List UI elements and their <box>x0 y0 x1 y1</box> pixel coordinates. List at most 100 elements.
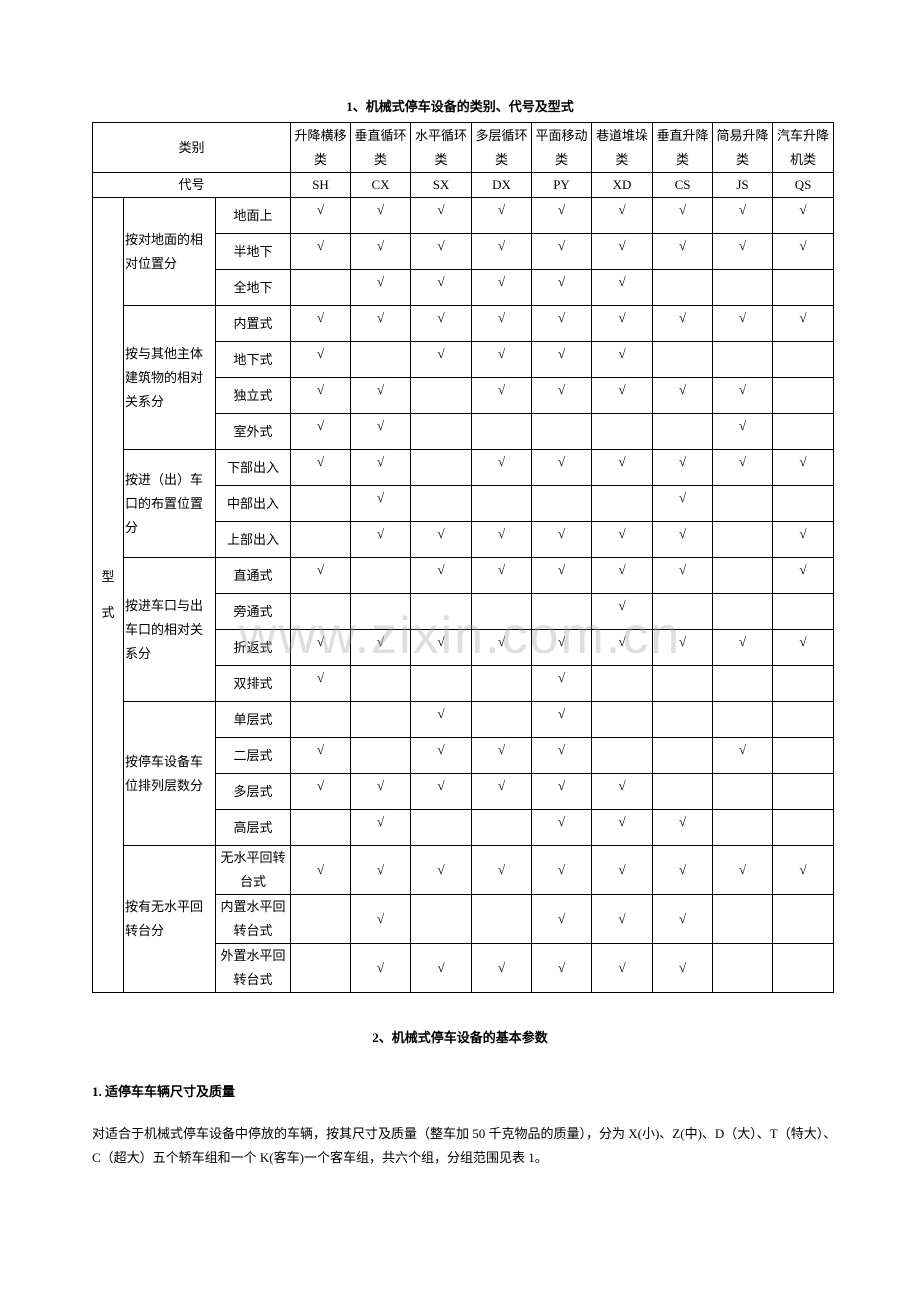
check-mark: √ <box>410 701 473 738</box>
check-mark: √ <box>591 377 654 414</box>
check-mark: √ <box>471 557 533 594</box>
check-mark: √ <box>591 197 654 234</box>
empty-cell <box>290 943 352 993</box>
empty-cell <box>591 665 654 702</box>
empty-cell <box>531 413 593 450</box>
check-mark: √ <box>471 233 533 270</box>
check-mark: √ <box>531 557 593 594</box>
code-row: 代号 SH CX SX DX PY XD CS JS QS <box>91 172 835 198</box>
check-mark: √ <box>591 269 654 306</box>
check-mark: √ <box>652 305 714 342</box>
section2-title: 2、机械式停车设备的基本参数 <box>372 1030 548 1045</box>
empty-cell <box>712 701 774 738</box>
column-name: 升降横移类 <box>290 122 352 173</box>
empty-cell <box>772 485 835 522</box>
table-row: 折返式 √ √ √ √ √ √ √ √ √ <box>93 629 835 666</box>
check-mark: √ <box>591 557 654 594</box>
check-mark: √ <box>712 449 774 486</box>
empty-cell <box>410 809 473 846</box>
row-label: 全地下 <box>214 269 292 306</box>
empty-cell <box>712 485 774 522</box>
empty-cell <box>712 593 774 630</box>
check-mark: √ <box>350 485 412 522</box>
check-mark: √ <box>531 809 593 846</box>
check-mark: √ <box>772 845 835 895</box>
check-mark: √ <box>531 943 593 993</box>
check-mark: √ <box>652 809 714 846</box>
check-mark: √ <box>652 894 714 944</box>
check-mark: √ <box>531 845 593 895</box>
column-name: 巷道堆垛类 <box>591 122 654 173</box>
check-mark: √ <box>591 521 654 558</box>
empty-cell <box>410 894 473 944</box>
empty-cell <box>350 737 412 774</box>
empty-cell <box>410 593 473 630</box>
check-mark: √ <box>410 557 473 594</box>
check-mark: √ <box>290 233 352 270</box>
check-mark: √ <box>410 233 473 270</box>
check-mark: √ <box>531 449 593 486</box>
table-row: 按进（出）车口的布置位置分 下部出入 √ √ √ √ √ √ √ √ <box>93 449 835 558</box>
empty-cell <box>290 521 352 558</box>
check-mark: √ <box>350 845 412 895</box>
empty-cell <box>471 593 533 630</box>
table-row: 外置水平回转台式 √ √ √ √ √ √ <box>93 943 835 993</box>
check-mark: √ <box>531 737 593 774</box>
column-code: DX <box>471 172 533 198</box>
row-label: 直通式 <box>214 557 292 594</box>
check-mark: √ <box>531 894 593 944</box>
check-mark: √ <box>471 943 533 993</box>
check-mark: √ <box>471 521 533 558</box>
form-label: 型式 <box>92 197 124 993</box>
check-mark: √ <box>290 773 352 810</box>
check-mark: √ <box>471 449 533 486</box>
row-label: 中部出入 <box>214 485 292 522</box>
check-mark: √ <box>591 305 654 342</box>
empty-cell <box>712 341 774 378</box>
table-row: 多层式 √ √ √ √ √ √ <box>93 773 835 810</box>
table-row: 按与其他主体建筑物的相对关系分 内置式 √ √ √ √ √ √ √ √ √ <box>93 305 835 450</box>
empty-cell <box>772 894 835 944</box>
check-mark: √ <box>471 629 533 666</box>
check-mark: √ <box>591 773 654 810</box>
check-mark: √ <box>290 737 352 774</box>
empty-cell <box>652 593 714 630</box>
check-mark: √ <box>350 413 412 450</box>
empty-cell <box>652 773 714 810</box>
row-label: 双排式 <box>214 665 292 702</box>
empty-cell <box>410 413 473 450</box>
empty-cell <box>712 665 774 702</box>
check-mark: √ <box>350 809 412 846</box>
check-mark: √ <box>591 894 654 944</box>
empty-cell <box>290 485 352 522</box>
check-mark: √ <box>290 341 352 378</box>
empty-cell <box>772 269 835 306</box>
empty-cell <box>471 413 533 450</box>
check-mark: √ <box>652 629 714 666</box>
table-row: 全地下 √ √ √ √ √ <box>93 269 835 306</box>
check-mark: √ <box>591 233 654 270</box>
check-mark: √ <box>652 485 714 522</box>
empty-cell <box>712 557 774 594</box>
check-mark: √ <box>410 269 473 306</box>
empty-cell <box>531 485 593 522</box>
row-label: 高层式 <box>214 809 292 846</box>
row-label: 单层式 <box>214 701 292 738</box>
check-mark: √ <box>531 341 593 378</box>
empty-cell <box>591 701 654 738</box>
check-mark: √ <box>410 521 473 558</box>
column-name: 垂直升降类 <box>652 122 714 173</box>
check-mark: √ <box>591 593 654 630</box>
check-mark: √ <box>290 377 352 414</box>
check-mark: √ <box>712 413 774 450</box>
group-label: 按停车设备车位排列层数分 <box>123 701 216 846</box>
empty-cell <box>531 593 593 630</box>
row-label: 内置水平回转台式 <box>214 894 292 944</box>
check-mark: √ <box>350 629 412 666</box>
check-mark: √ <box>290 197 352 234</box>
table-row: 双排式 √ √ <box>93 665 835 702</box>
empty-cell <box>772 377 835 414</box>
check-mark: √ <box>591 629 654 666</box>
check-mark: √ <box>591 845 654 895</box>
